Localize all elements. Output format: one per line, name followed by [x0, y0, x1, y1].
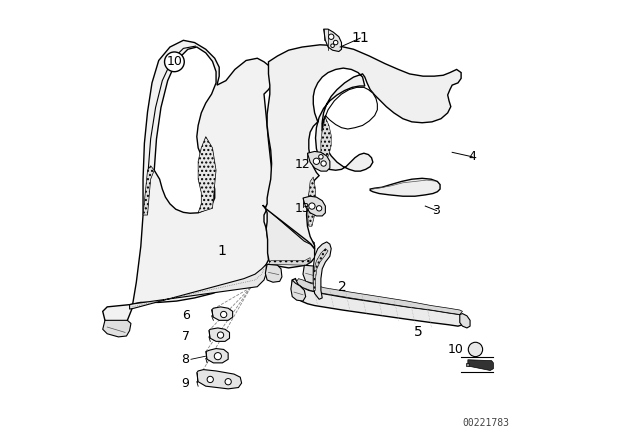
- Circle shape: [308, 203, 315, 209]
- Circle shape: [316, 206, 322, 211]
- Polygon shape: [321, 117, 332, 166]
- Polygon shape: [143, 166, 154, 215]
- Polygon shape: [209, 328, 230, 341]
- Polygon shape: [266, 204, 315, 249]
- Polygon shape: [266, 264, 282, 282]
- Text: 5: 5: [414, 324, 423, 339]
- Polygon shape: [198, 137, 216, 213]
- Polygon shape: [297, 279, 463, 314]
- Circle shape: [333, 40, 338, 45]
- Polygon shape: [323, 87, 378, 131]
- Polygon shape: [303, 265, 320, 283]
- Circle shape: [321, 161, 326, 166]
- Circle shape: [468, 342, 483, 357]
- Polygon shape: [314, 242, 332, 299]
- Circle shape: [207, 376, 213, 383]
- Polygon shape: [307, 151, 330, 171]
- Polygon shape: [303, 196, 325, 216]
- Text: 9: 9: [182, 376, 189, 390]
- Polygon shape: [468, 360, 493, 370]
- Polygon shape: [266, 45, 461, 249]
- Text: 7: 7: [182, 330, 189, 344]
- Text: 00221783: 00221783: [462, 418, 509, 428]
- Circle shape: [328, 34, 334, 39]
- Text: 6: 6: [182, 309, 189, 323]
- Polygon shape: [460, 314, 470, 328]
- Circle shape: [331, 44, 334, 47]
- Polygon shape: [212, 307, 233, 320]
- Circle shape: [221, 311, 227, 318]
- Text: 2: 2: [338, 280, 347, 294]
- Polygon shape: [466, 363, 469, 366]
- Text: 1: 1: [217, 244, 226, 258]
- Polygon shape: [291, 280, 306, 301]
- Polygon shape: [154, 47, 216, 213]
- Circle shape: [164, 52, 184, 72]
- Polygon shape: [269, 258, 310, 265]
- Polygon shape: [103, 40, 275, 325]
- Polygon shape: [262, 205, 315, 268]
- Polygon shape: [324, 29, 342, 52]
- Text: 12: 12: [294, 158, 310, 172]
- Polygon shape: [370, 178, 440, 196]
- Text: 13: 13: [294, 202, 310, 215]
- Polygon shape: [130, 264, 266, 309]
- Text: 8: 8: [182, 353, 189, 366]
- Text: 11: 11: [351, 31, 369, 45]
- Text: 3: 3: [433, 204, 440, 217]
- Polygon shape: [292, 279, 464, 326]
- Polygon shape: [308, 177, 316, 226]
- Polygon shape: [197, 370, 242, 389]
- Text: 4: 4: [468, 150, 476, 164]
- Circle shape: [314, 158, 319, 164]
- Text: 10: 10: [447, 343, 463, 356]
- Text: 10: 10: [166, 55, 182, 69]
- Circle shape: [319, 155, 323, 159]
- Circle shape: [225, 379, 231, 385]
- Circle shape: [218, 332, 224, 338]
- Polygon shape: [314, 249, 328, 290]
- Polygon shape: [103, 320, 131, 337]
- Circle shape: [214, 353, 221, 360]
- Polygon shape: [206, 349, 228, 363]
